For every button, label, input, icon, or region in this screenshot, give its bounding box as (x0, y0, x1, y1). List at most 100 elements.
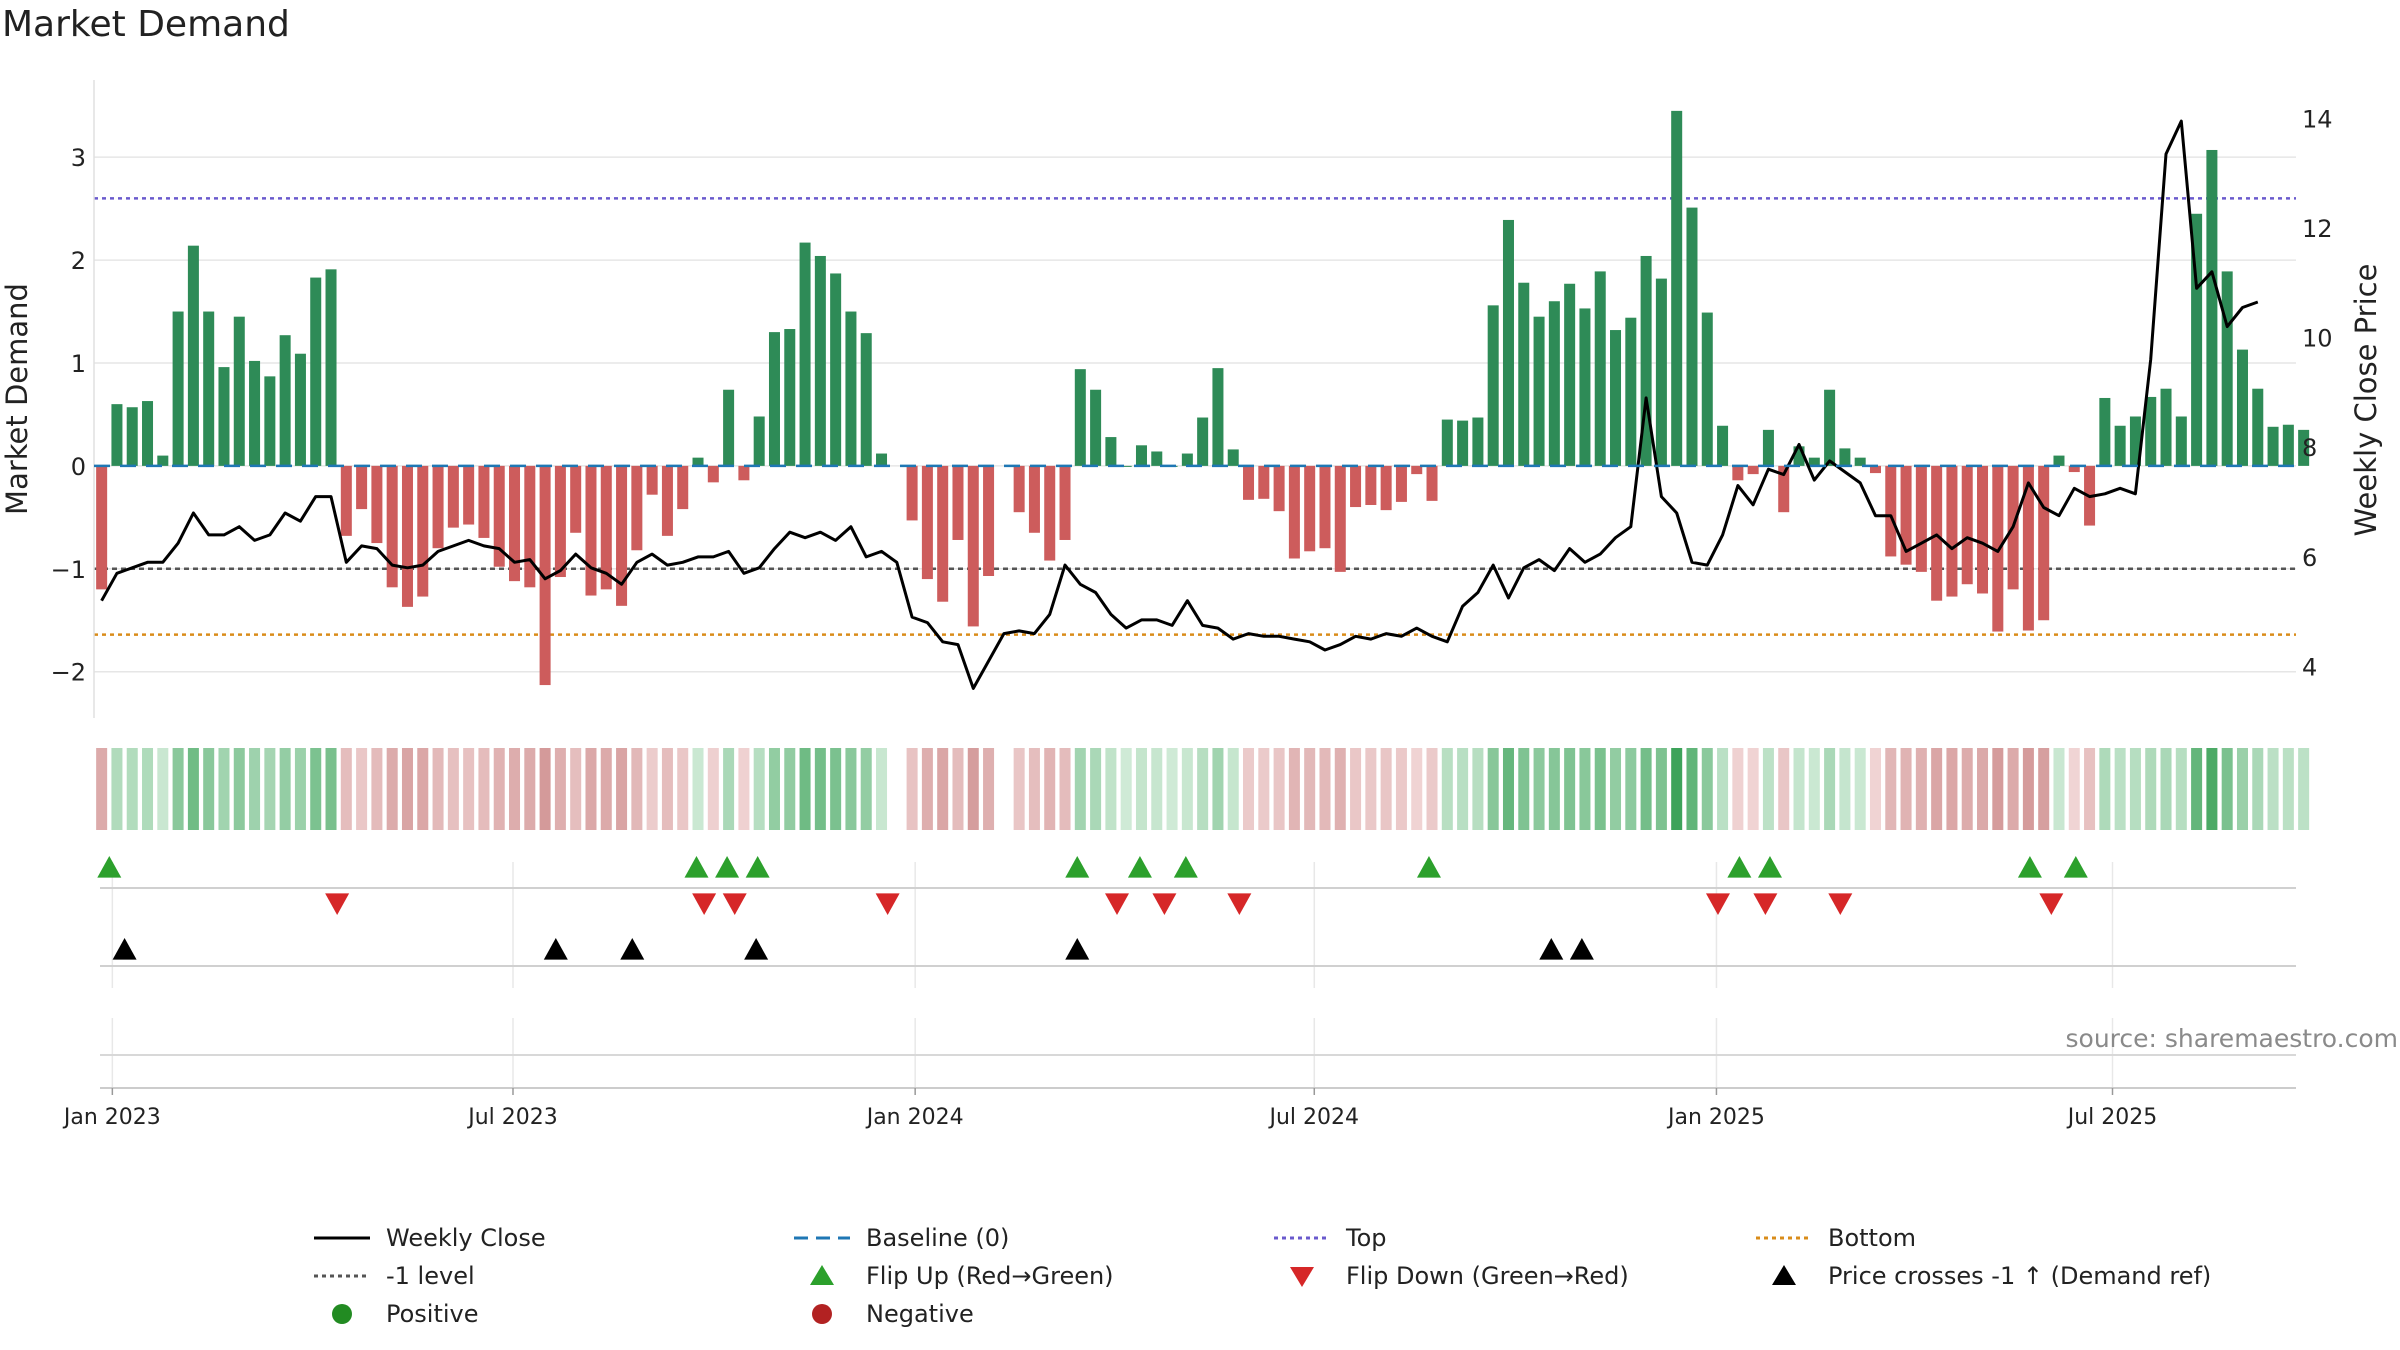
demand-bar (233, 316, 245, 466)
strip-cell (1243, 748, 1255, 830)
demand-bar (2206, 149, 2218, 466)
strip-cell (1350, 748, 1362, 830)
demand-bar (631, 465, 643, 551)
strip-cell (1992, 748, 2004, 830)
strip-cell (1028, 748, 1040, 830)
flip-down-marker (1227, 893, 1252, 915)
demand-bar (1946, 465, 1958, 597)
flip-up-marker (1065, 856, 1090, 878)
strip-cell (1441, 748, 1453, 830)
strip-cell (2236, 748, 2248, 830)
demand-bar (906, 465, 918, 521)
strip-cell (325, 748, 337, 830)
strip-cell (1824, 748, 1836, 830)
strip-cell (1120, 748, 1132, 830)
demand-bar (1395, 465, 1407, 502)
demand-bar (1288, 465, 1300, 559)
demand-bar (845, 311, 857, 466)
demand-bar (539, 465, 551, 686)
strip-cell (340, 748, 352, 830)
demand-bar (2282, 424, 2294, 466)
demand-bar (493, 465, 505, 567)
strip-cell (661, 748, 673, 830)
demand-bar (876, 453, 888, 466)
demand-bar (1028, 465, 1040, 533)
price-cross-marker (1065, 938, 1090, 960)
strip-cell (371, 748, 383, 830)
demand-bar (784, 329, 796, 466)
strip-cell (1915, 748, 1927, 830)
y-tick-label: 0 (71, 453, 86, 481)
strip-cell (1717, 748, 1729, 830)
demand-bar (1380, 465, 1392, 511)
demand-bar (2236, 349, 2248, 466)
price-series (100, 119, 2259, 690)
strip-cell (279, 748, 291, 830)
strip-cell (554, 748, 566, 830)
strip-cell (1288, 748, 1300, 830)
y-tick-label: 2 (71, 247, 86, 275)
strip-cell (1365, 748, 1377, 830)
strip-cell (1900, 748, 1912, 830)
price-cross-marker (1539, 938, 1564, 960)
demand-bar (417, 465, 429, 597)
strip-cell (921, 748, 933, 830)
flip-up-marker (1757, 856, 1782, 878)
source-credit: source: sharemaestro.com (2065, 1024, 2399, 1053)
demand-bar (447, 465, 459, 528)
demand-bar (937, 465, 949, 602)
demand-bar (203, 311, 215, 466)
flip-up-marker (1727, 856, 1752, 878)
strip-cell (1564, 748, 1576, 830)
demand-bar (1977, 465, 1989, 594)
flip-down-marker (325, 893, 350, 915)
demand-bar (1610, 330, 1622, 466)
demand-bar (386, 465, 398, 588)
strip-cell (753, 748, 765, 830)
strip-cell (768, 748, 780, 830)
strip-cell (860, 748, 872, 830)
y-tick-label: −1 (51, 556, 86, 584)
strip-cell (172, 748, 184, 830)
demand-bar (1151, 451, 1163, 466)
strip-cell (1762, 748, 1774, 830)
demand-bar (2053, 455, 2065, 466)
flip-down-marker (2039, 893, 2064, 915)
x-tick-label: Jul 2025 (2066, 1105, 2158, 1130)
strip-cell (1701, 748, 1713, 830)
strip-cell (2022, 748, 2034, 830)
strip-cell (1074, 748, 1086, 830)
flip-down-marker (1828, 893, 1853, 915)
demand-bar (1885, 465, 1897, 557)
strip-cell (1579, 748, 1591, 830)
strip-cell (937, 748, 949, 830)
demand-bar (1304, 465, 1316, 552)
demand-bar (1487, 305, 1499, 466)
demand-bar (1365, 465, 1377, 505)
flip-down-marker (875, 893, 900, 915)
strip-cell (570, 748, 582, 830)
demand-bar (1839, 448, 1851, 466)
strip-cell (1655, 748, 1667, 830)
demand-bar (554, 465, 566, 578)
demand-bar (723, 389, 735, 466)
price-cross-marker (620, 938, 645, 960)
demand-bar (1502, 219, 1514, 466)
strip-cell (1304, 748, 1316, 830)
strip-cell (983, 748, 995, 830)
strip-cell (111, 748, 123, 830)
strip-cell (677, 748, 689, 830)
demand-bar (1778, 465, 1790, 513)
strip-cell (1839, 748, 1851, 830)
y2-tick-label: 12 (2302, 215, 2333, 243)
strip-cell (1212, 748, 1224, 830)
demand-bar (2099, 397, 2111, 466)
demand-bar (1350, 465, 1362, 508)
strip-cell (157, 748, 169, 830)
demand-bar (1900, 465, 1912, 565)
strip-cell (707, 748, 719, 830)
demand-bar (1640, 255, 1652, 466)
demand-bar (249, 360, 261, 466)
strip-cell (1869, 748, 1881, 830)
